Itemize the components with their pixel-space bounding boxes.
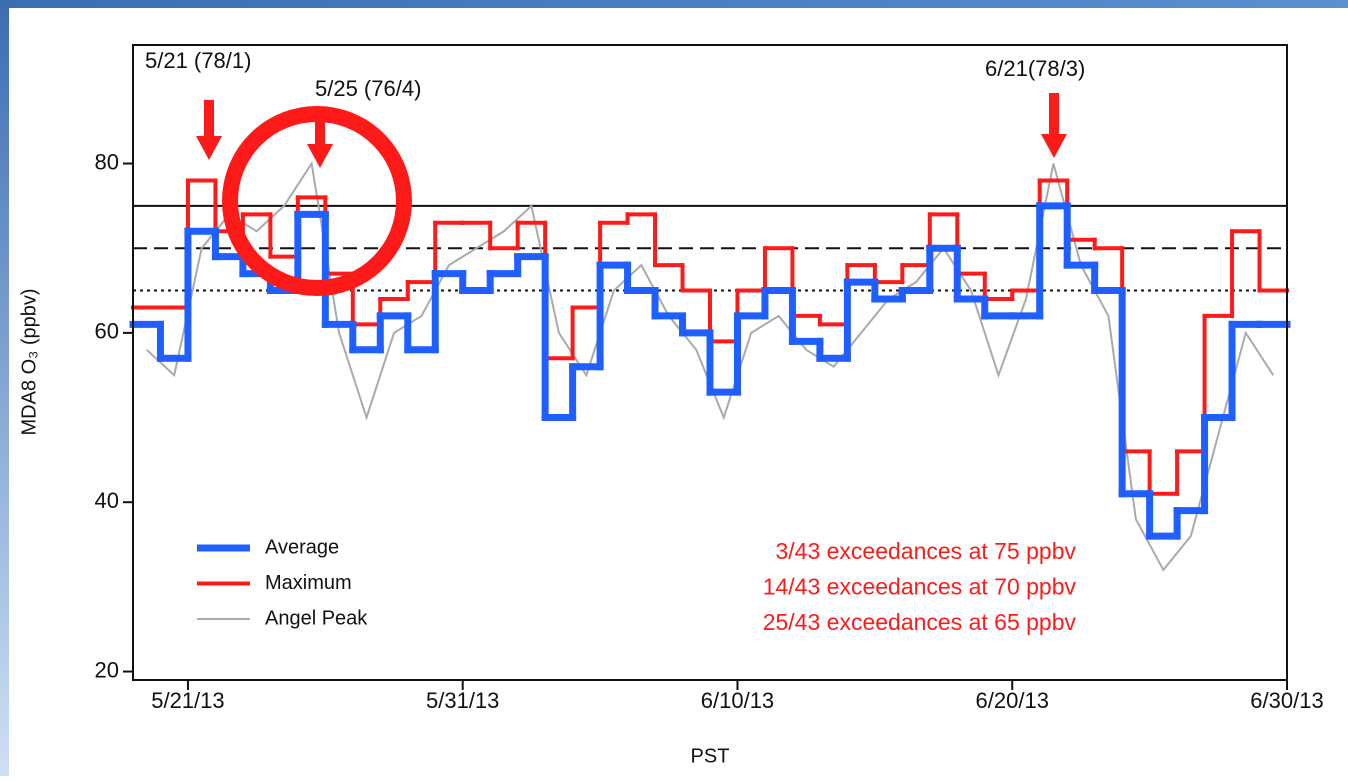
annotation: 5/21 (78/1) xyxy=(145,48,251,73)
x-tick-label: 5/31/13 xyxy=(426,688,499,713)
y-tick-label: 20 xyxy=(95,657,119,682)
y-tick-label: 40 xyxy=(95,488,119,513)
exceedance-note: 25/43 exceedances at 65 ppbv xyxy=(763,609,1077,635)
plot-frame xyxy=(132,44,1288,681)
legend-label: Average xyxy=(265,536,339,558)
annotation-arrow-shaft xyxy=(204,100,214,138)
x-tick-label: 5/21/13 xyxy=(151,688,224,713)
annotation-arrow-shaft xyxy=(1049,93,1059,136)
y-tick-label: 80 xyxy=(95,149,119,174)
annotation-arrow-head xyxy=(307,144,333,168)
annotation: 5/25 (76/4) xyxy=(315,76,421,101)
x-tick-label: 6/10/13 xyxy=(701,688,774,713)
x-axis-label: PST xyxy=(691,745,730,767)
x-tick-label: 6/30/13 xyxy=(1250,688,1323,713)
exceedance-note: 14/43 exceedances at 70 ppbv xyxy=(763,574,1077,600)
slide-left-band xyxy=(0,0,9,776)
annotation-arrow-head xyxy=(196,136,222,160)
legend-label: Maximum xyxy=(265,572,352,594)
highlight-circle xyxy=(222,106,412,296)
exceedance-note: 3/43 exceedances at 75 ppbv xyxy=(775,538,1076,564)
y-tick-label: 60 xyxy=(95,319,119,344)
x-tick-label: 6/20/13 xyxy=(976,688,1049,713)
annotation: 6/21(78/3) xyxy=(985,56,1085,81)
annotation-arrow-shaft xyxy=(315,110,325,146)
legend-label: Angel Peak xyxy=(265,607,368,629)
slide-top-band xyxy=(0,0,1348,8)
y-axis-label: MDA8 O₃ (ppbv) xyxy=(18,288,40,435)
annotation-arrow-head xyxy=(1041,134,1067,158)
